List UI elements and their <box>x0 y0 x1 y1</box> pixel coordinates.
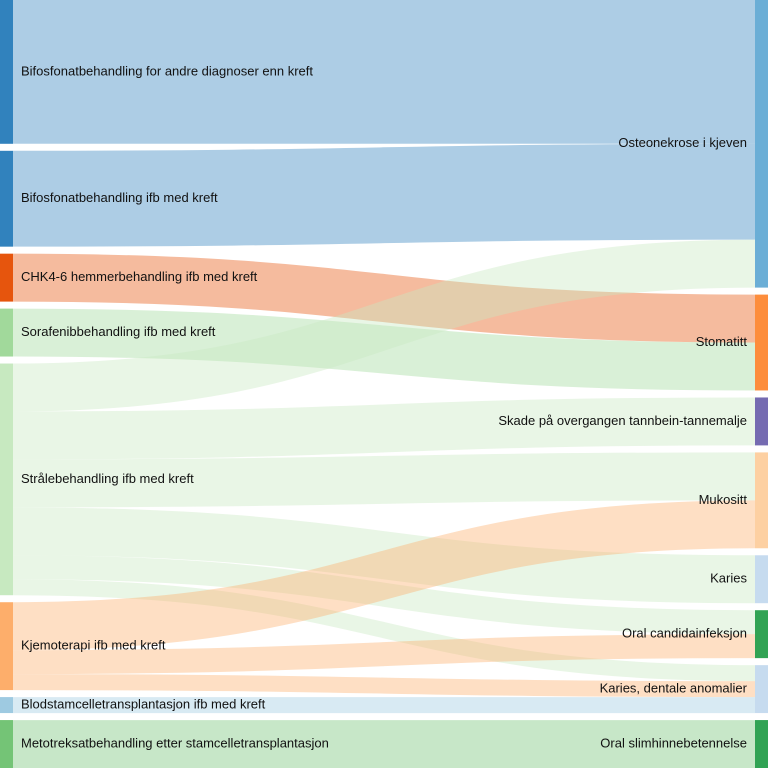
node-label: Sorafenibbehandling ifb med kreft <box>21 324 216 339</box>
node-label: Osteonekrose i kjeven <box>618 135 747 150</box>
node-label: Karies <box>710 571 747 586</box>
node-label: Mukositt <box>699 492 748 507</box>
node <box>0 150 13 247</box>
link <box>12 253 756 343</box>
node-label: Stomatitt <box>696 334 748 349</box>
node-label: Skade på overgangen tannbein-tannemalje <box>498 413 747 428</box>
node-label: Metotreksatbehandling etter stamcelletra… <box>21 735 329 750</box>
node <box>755 555 768 604</box>
node <box>0 308 13 357</box>
link <box>12 674 756 698</box>
node <box>0 0 13 144</box>
node <box>755 294 768 391</box>
link <box>12 634 756 675</box>
node <box>0 697 13 714</box>
node-label: Oral candidainfeksjon <box>622 626 747 641</box>
node <box>755 665 768 714</box>
node <box>755 610 768 659</box>
node <box>755 452 768 549</box>
node <box>755 720 768 768</box>
link <box>12 143 756 247</box>
node <box>755 397 768 446</box>
node-label: Strålebehandling ifb med kreft <box>21 471 194 486</box>
link <box>12 507 756 604</box>
node-label: Blodstamcelletransplantasjon ifb med kre… <box>21 697 266 712</box>
node <box>0 253 13 302</box>
node-label: Bifosfonatbehandling ifb med kreft <box>21 190 218 205</box>
node <box>0 363 13 596</box>
link <box>12 452 756 508</box>
node-label: Bifosfonatbehandling for andre diagnoser… <box>21 63 313 78</box>
node-label: Kjemoterapi ifb med kreft <box>21 638 166 653</box>
link <box>12 500 756 651</box>
link <box>12 579 756 682</box>
link <box>12 239 756 412</box>
link <box>12 397 756 460</box>
node <box>0 602 13 691</box>
link <box>12 555 756 635</box>
link <box>12 308 756 391</box>
links <box>12 0 756 768</box>
node-label: Karies, dentale anomalier <box>600 681 748 696</box>
node-label: Oral slimhinnebetennelse <box>600 735 747 750</box>
node <box>755 0 768 288</box>
node <box>0 720 13 768</box>
node-label: CHK4-6 hemmerbehandling ifb med kreft <box>21 269 258 284</box>
